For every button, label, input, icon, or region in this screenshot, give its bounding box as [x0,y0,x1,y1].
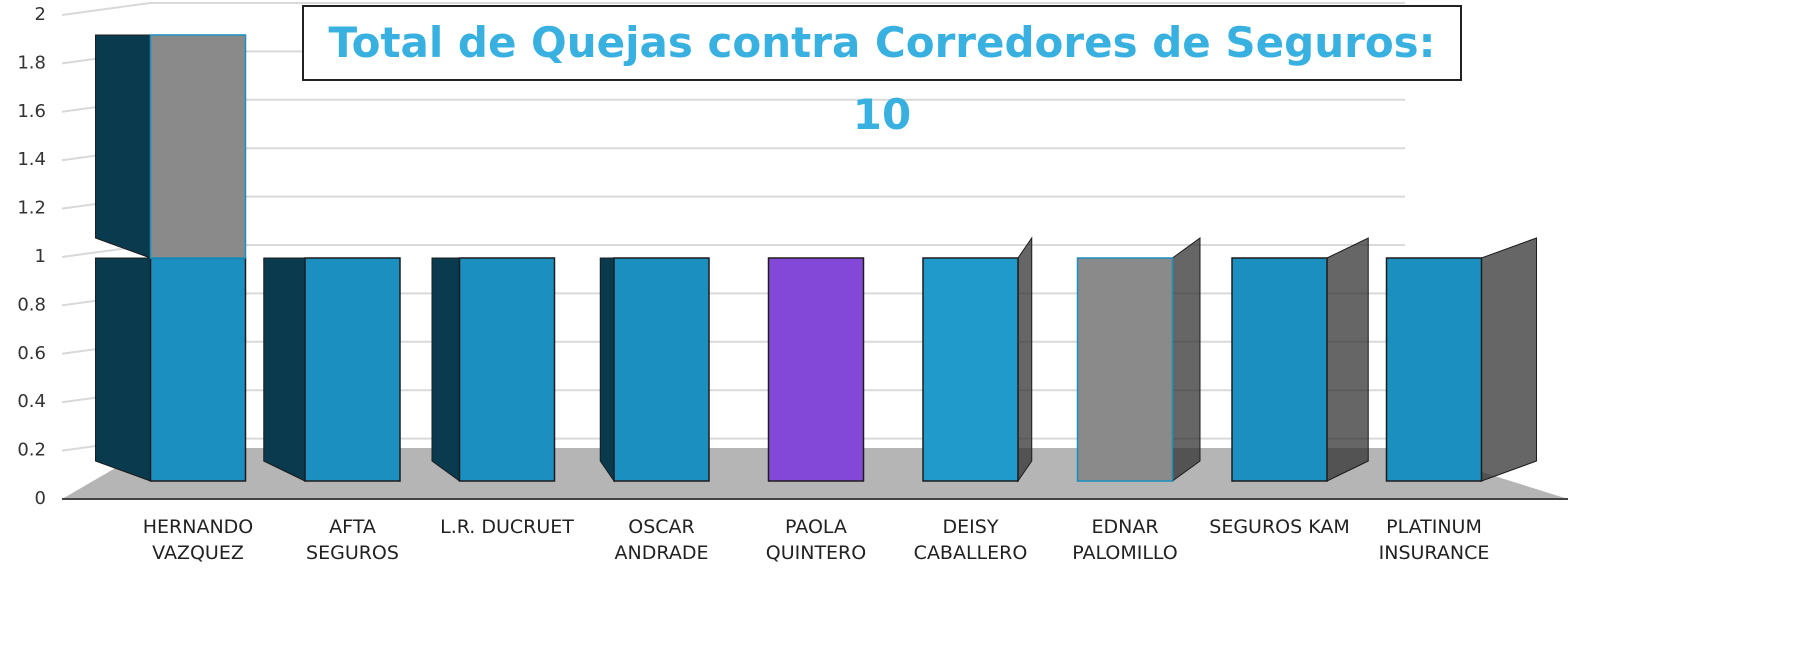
bar [149,257,247,482]
bar-side [1017,236,1033,483]
x-tick-label: EDNAR PALOMILLO [1072,516,1178,564]
bar [149,34,247,259]
grid-line [61,195,1405,210]
grid-line [61,98,1405,113]
y-tick-label: 0 [35,488,46,509]
y-tick-label: 1 [35,246,46,267]
bar-side [1481,237,1538,482]
x-tick-label: SEGUROS KAM [1209,516,1350,538]
bar [1231,257,1328,482]
y-tick-label: 2 [35,4,46,25]
x-tick-label: OSCAR ANDRADE [614,516,709,564]
y-tick-label: 1.2 [17,198,46,219]
chart-title: Total de Quejas contra Corredores de Seg… [302,5,1462,139]
grid-line [61,147,1405,162]
y-tick-label: 0.6 [17,343,46,364]
bar [613,257,710,482]
bar-side [599,257,615,483]
x-tick-label: L.R. DUCRUET [440,516,574,538]
bar [767,257,865,482]
bar [458,257,556,482]
bar-side [94,257,151,482]
x-tick-label: PLATINUM INSURANCE [1378,516,1490,564]
bar [922,257,1019,482]
y-tick-label: 0.8 [17,294,46,315]
bar-side [431,257,460,482]
grid-line [61,2,1405,16]
y-tick-label: 0.2 [17,440,46,461]
y-tick-label: 1.6 [17,101,46,122]
x-tick-label: DEISY CABALLERO [913,516,1028,564]
y-tick-label: 0.4 [17,391,46,412]
bar [1385,257,1483,482]
y-tick-label: 1.8 [17,52,46,73]
bar [1076,257,1174,482]
bar-side [94,34,151,259]
grid-line [61,244,1405,258]
x-tick-label: PAOLA QUINTERO [765,516,867,564]
bar-side [1326,237,1369,482]
bar-side [263,257,306,482]
bar [304,257,401,482]
bar-side [1172,237,1201,482]
y-tick-label: 1.4 [17,149,46,170]
x-tick-label: HERNANDO VAZQUEZ [142,516,254,564]
x-tick-label: AFTA SEGUROS [306,516,399,564]
